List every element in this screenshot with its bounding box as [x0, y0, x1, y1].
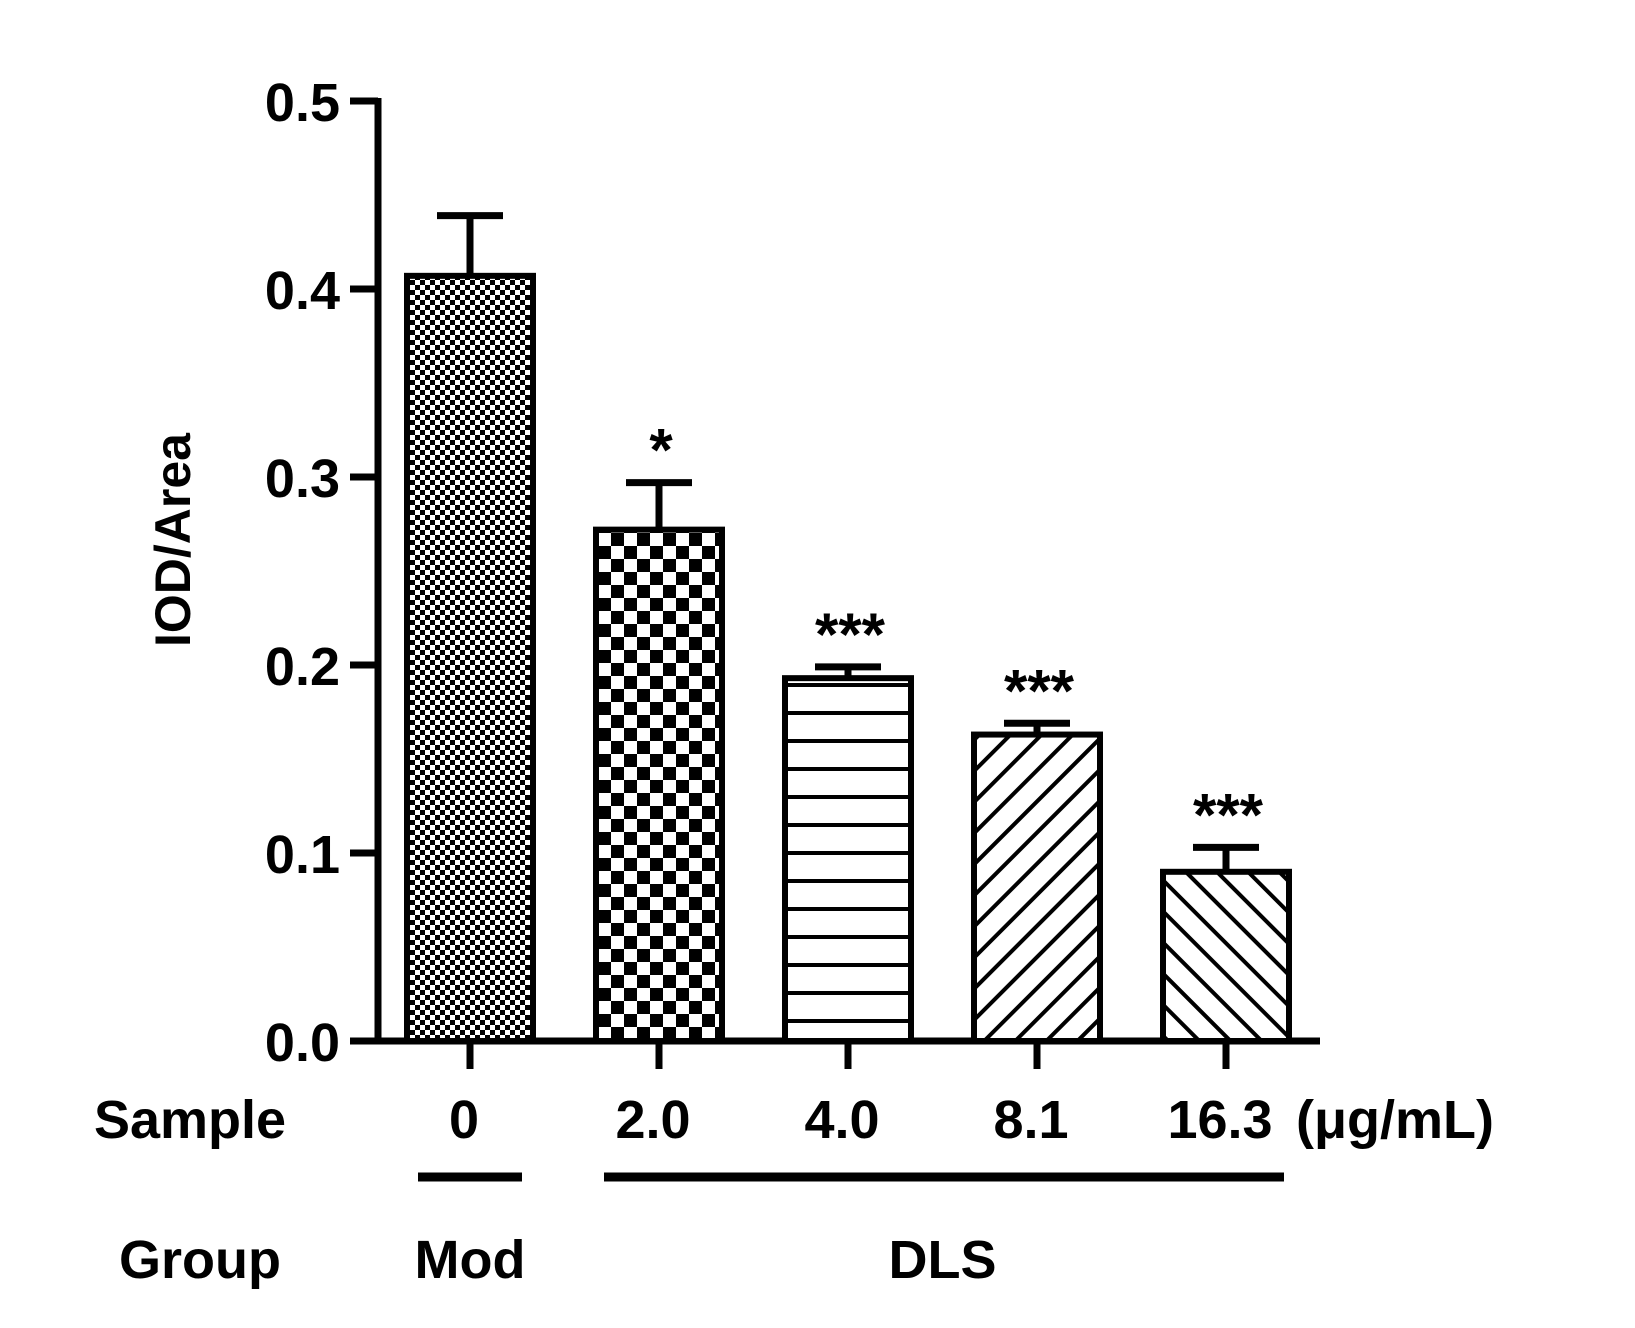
y-tick-label: 0.4 [265, 261, 340, 321]
y-tick-label: 0.3 [265, 449, 340, 509]
y-tick-label: 0.2 [265, 637, 340, 697]
y-tick-label: 0.0 [265, 1013, 340, 1073]
y-axis: 0.0 0.1 0.2 0.3 0.4 0.5 [265, 73, 382, 1073]
sample-row-label: Sample [94, 1090, 286, 1150]
bars [404, 272, 1292, 1044]
group-label: DLS [889, 1230, 997, 1290]
group-row-label: Group [119, 1230, 281, 1290]
bar [782, 675, 914, 1044]
x-tick-label: 4.0 [804, 1090, 879, 1150]
bar [404, 272, 536, 1044]
bar [971, 731, 1103, 1044]
x-tick-label: 2.0 [615, 1090, 690, 1150]
bar [593, 526, 725, 1044]
significance-label: *** [1004, 657, 1075, 724]
error-bars [437, 212, 1259, 872]
x-tick-label: 8.1 [993, 1090, 1068, 1150]
bar [1160, 868, 1292, 1044]
significance-label: *** [1193, 781, 1264, 848]
y-tick-label: 0.1 [265, 825, 340, 885]
group-brackets: Mod DLS [415, 1172, 1284, 1290]
x-axis [350, 1037, 1320, 1069]
significance-markers: ********** [649, 417, 1263, 849]
unit-label: (μg/mL) [1296, 1090, 1494, 1150]
y-axis-title: IOD/Area [145, 432, 201, 647]
y-tick-label: 0.5 [265, 73, 340, 133]
x-tick-label: 16.3 [1167, 1090, 1272, 1150]
group-label: Mod [415, 1230, 526, 1290]
x-tick-label: 0 [449, 1090, 479, 1150]
category-labels: 0 2.0 4.0 8.1 16.3 [449, 1090, 1273, 1150]
significance-label: *** [815, 601, 886, 668]
significance-label: * [649, 417, 673, 484]
